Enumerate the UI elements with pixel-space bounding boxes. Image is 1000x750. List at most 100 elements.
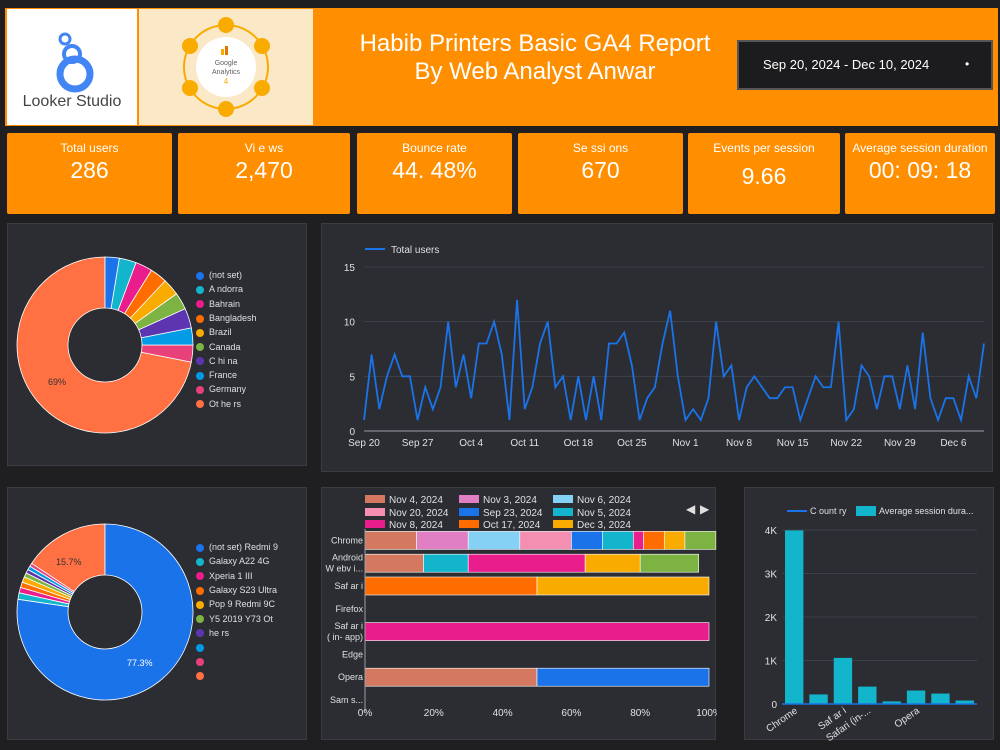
legend-color-dot <box>196 357 204 366</box>
legend-swatch <box>365 495 385 503</box>
bar-segment <box>633 531 644 550</box>
bar-segment <box>423 553 469 573</box>
y-tick-label: 1K <box>765 657 778 668</box>
browser-stacked-bar-chart[interactable]: Nov 4, 2024 Nov 3, 2024 Nov 6, 2024 Nov 20,… <box>322 488 717 741</box>
legend-item: Pop 9 Redmi 9C <box>196 599 275 609</box>
kpi-label: Events per session <box>713 141 815 155</box>
x-tick-label: 100% <box>696 708 717 719</box>
bar-segment <box>416 531 469 550</box>
legend-item: France <box>196 370 237 380</box>
bar-segment <box>536 667 710 687</box>
date-range-picker[interactable] <box>737 40 993 90</box>
x-tick-label: Dec 6 <box>940 438 967 449</box>
bar-segment <box>364 553 424 573</box>
country-donut-panel: 69% (not set) A ndorra Bahrain Bangladesh Br… <box>7 223 307 466</box>
column-bar <box>906 690 926 704</box>
device-donut-chart[interactable]: 77.3% 15.7% <box>8 488 308 741</box>
legend-item: Xperia 1 III <box>196 571 253 581</box>
y-category-label: Edge <box>342 649 363 659</box>
donut-slice-label: 77.3% <box>127 658 153 668</box>
legend-color-dot <box>196 629 204 638</box>
column-bar <box>809 694 828 704</box>
legend-color-dot <box>196 271 204 280</box>
browser-column-chart[interactable]: C ount ry Average session dura... 0 1K 2K 3K 4… <box>745 488 995 741</box>
looker-studio-logo-icon <box>56 32 94 93</box>
legend-item: Canada <box>196 342 241 352</box>
kpi-label: Total users <box>60 141 119 155</box>
legend-item: C hi na <box>196 356 238 366</box>
x-tick-label: Sep 20 <box>348 438 380 449</box>
x-tick-label: Nov 22 <box>830 438 862 449</box>
x-tick-label: 20% <box>424 708 444 719</box>
column-bar <box>882 701 901 704</box>
x-tick-label: 60% <box>561 708 581 719</box>
legend-label: Nov 6, 2024 <box>577 495 631 506</box>
legend-swatch <box>459 495 479 503</box>
report-title: Habib Printers Basic GA4 Report By Web A… <box>330 30 740 86</box>
bar-segment <box>663 531 686 550</box>
bar-segment <box>684 531 717 550</box>
bar-segment <box>643 531 665 550</box>
google-analytics-logo-icon: Google Analytics 4 <box>182 17 270 117</box>
donut-slice <box>123 269 166 319</box>
x-tick-label: Chrome <box>764 705 800 735</box>
bar-segment <box>536 576 710 596</box>
legend-swatch <box>365 508 385 516</box>
legend-label: Xperia 1 III <box>209 570 253 581</box>
x-tick-label: Nov 29 <box>884 438 916 449</box>
legend-item: A ndorra <box>196 284 243 294</box>
legend-item: (not set) Redmi 9 <box>196 542 278 552</box>
bar-segment <box>364 531 417 550</box>
kpi-value: 44. 48% <box>392 157 477 183</box>
legend-item: Ot he rs <box>196 399 241 409</box>
donut-slice <box>104 256 120 309</box>
column-bar <box>785 530 804 704</box>
legend-color-dot <box>196 300 204 309</box>
y-tick-label: 3K <box>765 570 778 581</box>
kpi-events-per-session: Events per session 9.66 <box>688 133 840 214</box>
kpi-sessions: Se ssi ons 670 <box>518 133 683 214</box>
donut-slice-label: 69% <box>48 377 66 387</box>
legend-color-dot <box>196 658 204 667</box>
legend-item: Y5 2019 Y73 Ot <box>196 614 273 624</box>
kpi-value: 2,470 <box>235 157 293 183</box>
x-tick-label: Nov 15 <box>777 438 809 449</box>
total-users-line-chart[interactable]: Total users 0 5 10 15 Sep 20 Sep 27 Oct 4 Oct 1… <box>322 224 994 473</box>
legend-swatch <box>459 508 479 516</box>
legend-label: Galaxy S23 Ultra <box>209 584 278 595</box>
y-tick-label: 15 <box>344 263 356 274</box>
legend-item: Galaxy S23 Ultra <box>196 585 277 595</box>
legend-item: (not set) <box>196 270 242 280</box>
browser-column-panel: C ount ry Average session dura... 0 1K 2K 3K 4… <box>744 487 995 741</box>
legend-color-dot <box>196 343 204 352</box>
donut-slice <box>129 280 178 325</box>
pager-prev-icon: ◀ <box>686 502 696 516</box>
donut-slice <box>16 256 192 434</box>
y-category-label: Sam s... <box>330 695 363 705</box>
bar-segment <box>602 531 634 550</box>
legend-label: Bahrain <box>209 298 241 309</box>
legend-swatch <box>365 520 385 528</box>
country-donut-chart[interactable]: 69% <box>8 224 308 467</box>
kpi-value: 00: 09: 18 <box>868 157 972 183</box>
legend-label: Germany <box>209 384 247 395</box>
bar-segment <box>467 531 521 550</box>
x-tick-label: 40% <box>493 708 513 719</box>
legend-color-dot <box>196 643 204 652</box>
bar-segment <box>364 667 538 687</box>
legend-item <box>196 671 209 681</box>
donut-slice <box>134 293 186 331</box>
legend-label: Canada <box>209 341 241 352</box>
kpi-label: Vi e ws <box>244 141 284 155</box>
y-category-label: Android <box>332 553 363 563</box>
legend-label: Bangladesh <box>209 312 257 323</box>
legend-label: C ount ry <box>810 506 847 516</box>
legend-swatch <box>459 520 479 528</box>
bar-segment <box>467 553 586 573</box>
legend-color-dot <box>196 328 204 337</box>
date-range-dropdown-icon[interactable]: • <box>965 57 970 71</box>
legend-label: Nov 4, 2024 <box>389 495 443 506</box>
donut-slice <box>140 344 194 363</box>
date-range-text[interactable]: Sep 20, 2024 - Dec 10, 2024 <box>763 57 930 72</box>
y-category-label: Saf ar i <box>334 621 363 631</box>
